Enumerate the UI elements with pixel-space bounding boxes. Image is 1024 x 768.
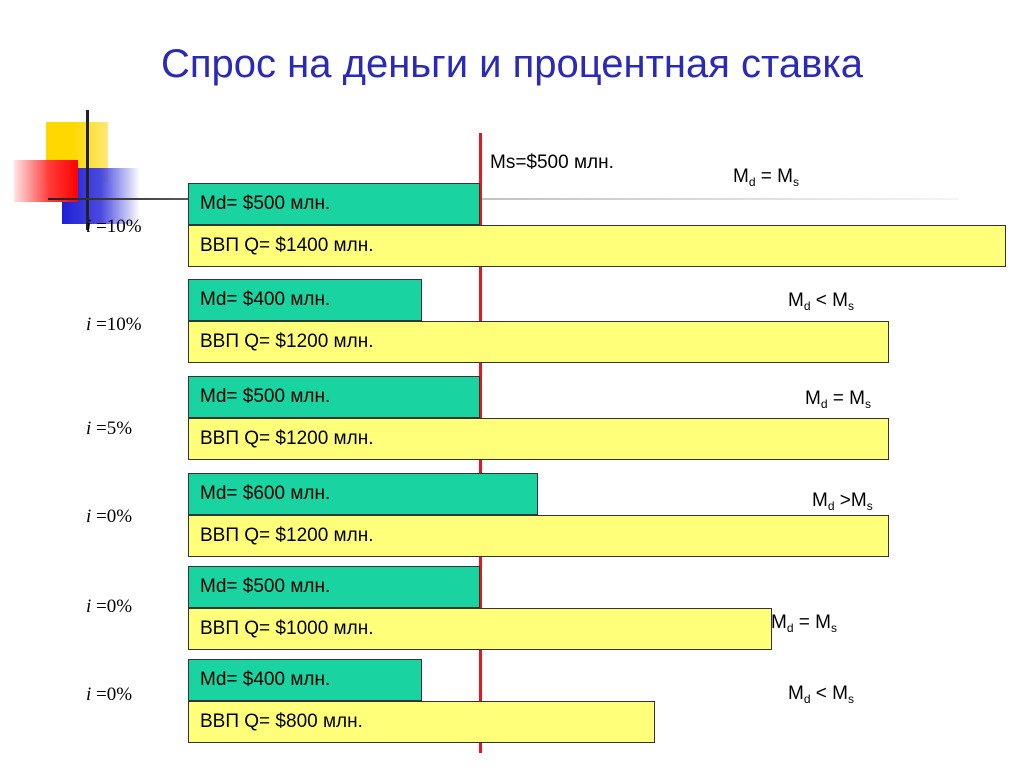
interest-rate-value: =0% bbox=[91, 684, 133, 705]
money-demand-bar: Md= $500 млн. bbox=[188, 183, 480, 225]
equilibrium-relation: Md = Ms bbox=[805, 388, 871, 411]
relation-md-subscript: d bbox=[803, 299, 811, 313]
gdp-bar: ВВП Q= $1000 млн. bbox=[188, 608, 772, 650]
gdp-label: ВВП Q= $1400 млн. bbox=[200, 235, 374, 256]
interest-rate-label: i =0% bbox=[86, 506, 132, 528]
relation-operator: >M bbox=[834, 490, 867, 511]
relation-md-subscript: d bbox=[786, 621, 794, 635]
money-demand-bar: Md= $400 млн. bbox=[188, 659, 422, 701]
money-demand-label: Md= $400 млн. bbox=[200, 669, 331, 690]
relation-md-subscript: d bbox=[827, 499, 835, 513]
gdp-label: ВВП Q= $1200 млн. bbox=[200, 428, 374, 449]
money-demand-label: Md= $500 млн. bbox=[200, 386, 331, 407]
money-demand-bar: Md= $600 млн. bbox=[188, 473, 538, 515]
interest-rate-variable: i bbox=[86, 418, 92, 439]
relation-ms-subscript: s bbox=[865, 397, 871, 411]
interest-rate-variable: i bbox=[86, 684, 92, 705]
gdp-bar: ВВП Q= $800 млн. bbox=[188, 701, 655, 743]
gdp-bar: ВВП Q= $1200 млн. bbox=[188, 418, 889, 460]
relation-ms-subscript: s bbox=[831, 621, 837, 635]
relation-operator: = M bbox=[827, 388, 865, 409]
interest-rate-value: =10% bbox=[91, 216, 142, 237]
gdp-label: ВВП Q= $1000 млн. bbox=[200, 618, 374, 639]
relation-md-symbol: M bbox=[788, 290, 804, 311]
money-demand-label: Md= $600 млн. bbox=[200, 483, 331, 504]
relation-md-symbol: M bbox=[812, 490, 828, 511]
money-demand-bar: Md= $400 млн. bbox=[188, 279, 422, 321]
decorative-horizontal-line bbox=[48, 198, 958, 200]
interest-rate-label: i =5% bbox=[86, 418, 132, 440]
interest-rate-label: i =0% bbox=[86, 596, 132, 618]
money-demand-bar: Md= $500 млн. bbox=[188, 566, 480, 608]
relation-operator: = M bbox=[755, 166, 793, 187]
equilibrium-relation: Md < Ms bbox=[788, 683, 854, 706]
relation-operator: < M bbox=[810, 683, 848, 704]
relation-md-subscript: d bbox=[820, 397, 828, 411]
relation-md-subscript: d bbox=[803, 692, 811, 706]
gdp-label: ВВП Q= $1200 млн. bbox=[200, 331, 374, 352]
interest-rate-label: i =0% bbox=[86, 684, 132, 706]
money-demand-label: Md= $400 млн. bbox=[200, 289, 331, 310]
relation-md-symbol: M bbox=[733, 166, 749, 187]
relation-operator: < M bbox=[810, 290, 848, 311]
relation-ms-subscript: s bbox=[866, 499, 873, 513]
equilibrium-relation: Md < Ms bbox=[788, 290, 854, 313]
interest-rate-variable: i bbox=[86, 506, 92, 527]
gdp-bar: ВВП Q= $1400 млн. bbox=[188, 225, 1006, 267]
money-demand-label: Md= $500 млн. bbox=[200, 576, 331, 597]
relation-ms-subscript: s bbox=[848, 692, 854, 706]
interest-rate-variable: i bbox=[86, 596, 92, 617]
money-demand-bar: Md= $500 млн. bbox=[188, 376, 480, 418]
gdp-label: ВВП Q= $800 млн. bbox=[200, 711, 363, 732]
equilibrium-relation: Md = Ms bbox=[733, 166, 799, 189]
interest-rate-value: =10% bbox=[91, 314, 142, 335]
interest-rate-value: =0% bbox=[91, 506, 133, 527]
money-demand-label: Md= $500 млн. bbox=[200, 193, 331, 214]
interest-rate-label: i =10% bbox=[86, 216, 142, 238]
interest-rate-label: i =10% bbox=[86, 314, 142, 336]
money-supply-label: Ms=$500 млн. bbox=[490, 152, 614, 173]
relation-md-symbol: M bbox=[788, 683, 804, 704]
decorative-red-square bbox=[14, 160, 78, 202]
gdp-label: ВВП Q= $1200 млн. bbox=[200, 525, 374, 546]
relation-ms-subscript: s bbox=[793, 175, 799, 189]
relation-md-subscript: d bbox=[748, 175, 756, 189]
equilibrium-relation: Md >Ms bbox=[812, 490, 873, 513]
equilibrium-relation: Md = Ms bbox=[771, 612, 837, 635]
gdp-bar: ВВП Q= $1200 млн. bbox=[188, 515, 889, 557]
relation-md-symbol: M bbox=[771, 612, 787, 633]
interest-rate-variable: i bbox=[86, 216, 92, 237]
interest-rate-variable: i bbox=[86, 314, 92, 335]
relation-ms-subscript: s bbox=[848, 299, 854, 313]
page-title: Спрос на деньги и процентная ставка bbox=[161, 42, 863, 86]
interest-rate-value: =0% bbox=[91, 596, 133, 617]
decorative-vertical-line bbox=[86, 110, 89, 230]
relation-operator: = M bbox=[793, 612, 831, 633]
interest-rate-value: =5% bbox=[91, 418, 133, 439]
relation-md-symbol: M bbox=[805, 388, 821, 409]
gdp-bar: ВВП Q= $1200 млн. bbox=[188, 321, 889, 363]
